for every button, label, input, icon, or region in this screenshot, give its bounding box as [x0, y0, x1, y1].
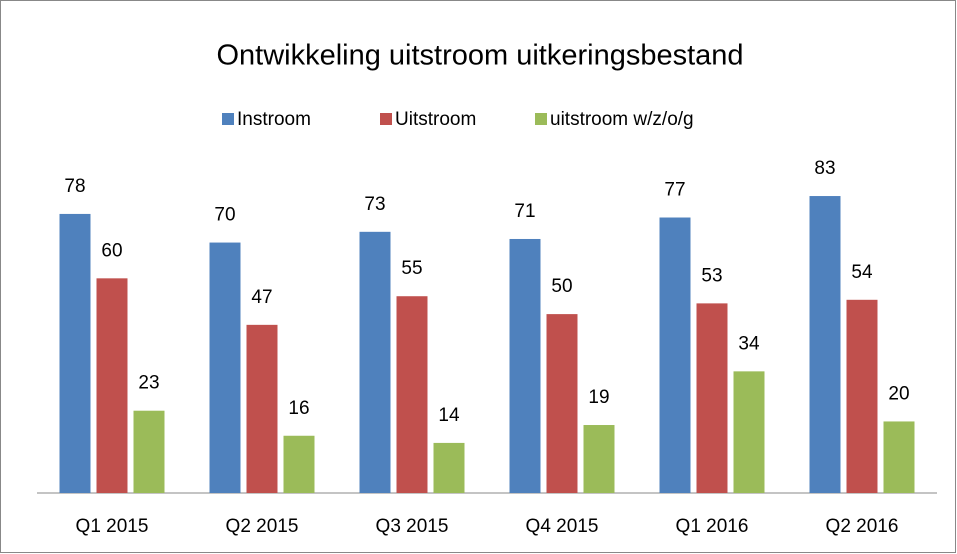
data-label: 77	[664, 180, 685, 201]
x-tick-label: Q4 2015	[526, 516, 599, 537]
bar	[696, 303, 728, 493]
legend-swatch	[535, 113, 547, 125]
data-label: 19	[588, 387, 609, 408]
data-label: 83	[814, 158, 835, 179]
data-label: 71	[514, 201, 535, 222]
bar	[433, 442, 465, 493]
x-tick-label: Q2 2016	[826, 516, 899, 537]
legend-swatch	[380, 113, 392, 125]
data-label: 34	[738, 333, 760, 354]
data-label: 73	[364, 194, 385, 215]
data-label: 70	[214, 205, 235, 226]
x-tick-label: Q1 2016	[676, 516, 749, 537]
bar	[283, 435, 315, 493]
data-label: 54	[851, 262, 873, 283]
bar	[809, 196, 841, 494]
bar	[583, 425, 615, 493]
bar	[209, 242, 241, 493]
bar	[733, 371, 765, 493]
legend-label: uitstroom w/z/o/g	[550, 109, 694, 130]
bar	[59, 213, 91, 493]
data-label: 16	[288, 398, 309, 419]
bar	[133, 410, 165, 493]
bar	[396, 296, 428, 493]
data-label: 60	[101, 240, 122, 261]
x-tick-label: Q2 2015	[226, 516, 299, 537]
x-tick-label: Q3 2015	[376, 516, 449, 537]
bar	[359, 231, 391, 494]
x-tick-label: Q1 2015	[76, 516, 149, 537]
bar	[846, 299, 878, 493]
bar	[96, 278, 128, 493]
bar	[883, 421, 915, 493]
data-label: 14	[438, 405, 460, 426]
data-label: 23	[138, 373, 159, 394]
data-label: 20	[888, 383, 909, 404]
data-label: 47	[251, 287, 272, 308]
data-label: 78	[64, 176, 85, 197]
data-label: 55	[401, 258, 422, 279]
data-label: 53	[701, 265, 722, 286]
bar	[659, 217, 691, 493]
bar	[509, 238, 541, 493]
bar	[246, 324, 278, 493]
legend-swatch	[222, 113, 234, 125]
chart-title: Ontwikkeling uitstroom uitkeringsbestand	[216, 40, 743, 72]
legend-label: Uitstroom	[395, 109, 476, 130]
legend-label: Instroom	[237, 109, 311, 130]
data-label: 50	[551, 276, 572, 297]
bar	[546, 314, 578, 493]
